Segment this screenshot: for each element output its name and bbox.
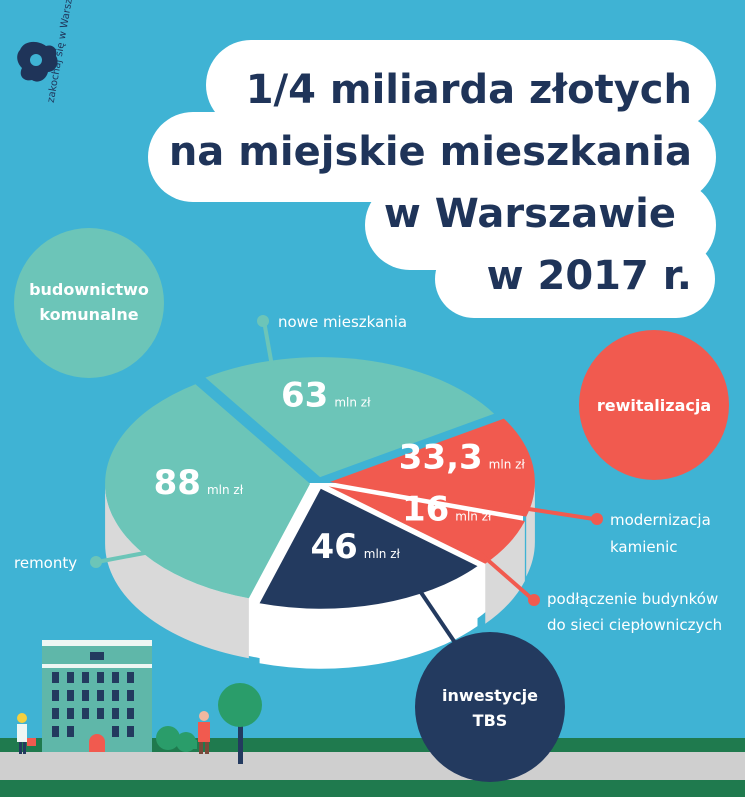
person-right-illustration xyxy=(190,711,210,754)
tree-illustration xyxy=(218,683,262,764)
label-remonty: remonty xyxy=(14,554,77,572)
pie-slice-value: 16 mln zł xyxy=(402,490,492,530)
rewitalizacja-label: rewitalizacja xyxy=(597,396,711,415)
building-illustration xyxy=(42,640,152,752)
pie-slice xyxy=(329,418,535,517)
pie-chart xyxy=(105,357,535,609)
label-modernizacja-1: modernizacja xyxy=(610,511,711,529)
pie-slice xyxy=(259,488,478,609)
komunalne-label-2: komunalne xyxy=(39,305,138,324)
pie-slice-value: 46 mln zł xyxy=(310,527,400,567)
person-left-illustration xyxy=(17,713,36,754)
pie-slice-value: 33,3 mln zł xyxy=(399,438,526,478)
logo: zakochaj się w Warszawie xyxy=(17,0,79,104)
title-line-2: na miejskie mieszkania xyxy=(169,129,692,175)
title-line-3: w Warszawie xyxy=(384,191,676,237)
label-podlaczenie-2: do sieci ciepłowniczych xyxy=(547,616,722,634)
pie-slice-value: 88 mln zł xyxy=(154,463,244,503)
title-cloud: 1/4 miliarda złotych na miejskie mieszka… xyxy=(148,40,716,318)
pie-slice xyxy=(105,384,311,599)
komunalne-bubble: budownictwo komunalne xyxy=(14,228,164,378)
pie-side-wall xyxy=(526,482,535,577)
pie-side-wall xyxy=(485,521,525,624)
pie-slice xyxy=(205,357,495,478)
tbs-bubble: inwestycje TBS xyxy=(415,632,565,782)
tbs-label-1: inwestycje xyxy=(442,686,538,705)
title-line-4: w 2017 r. xyxy=(487,253,692,299)
rewitalizacja-bubble: rewitalizacja xyxy=(579,330,729,480)
label-podlaczenie-1: podłączenie budynków xyxy=(547,590,718,608)
pie-side-wall xyxy=(105,483,249,659)
leader-lines xyxy=(90,315,603,652)
label-modernizacja-2: kamienic xyxy=(610,538,678,556)
komunalne-label-1: budownictwo xyxy=(29,280,149,299)
tbs-label-2: TBS xyxy=(473,711,508,730)
pie-slice-value: 63 mln zł xyxy=(281,376,371,416)
street xyxy=(0,752,745,780)
grass-strip-bottom xyxy=(0,780,745,797)
pie-side-wall xyxy=(259,566,478,669)
label-nowe-mieszkania: nowe mieszkania xyxy=(278,313,407,331)
title-line-1: 1/4 miliarda złotych xyxy=(246,67,692,113)
pie-slice xyxy=(328,486,525,564)
